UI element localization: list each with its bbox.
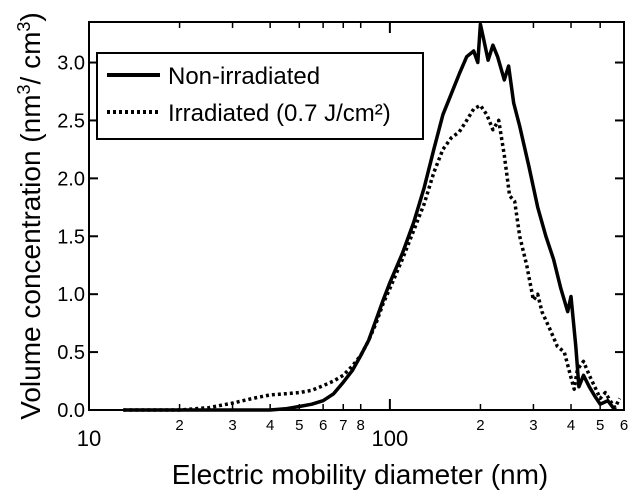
x-minor-tick-label: 4 — [567, 417, 575, 434]
y-tick-label: 2.0 — [57, 168, 85, 190]
x-minor-tick-label: 2 — [175, 417, 183, 434]
x-axis-label: Electric mobility diameter (nm) — [172, 459, 549, 490]
x-minor-tick-label: 8 — [357, 417, 365, 434]
series-line-non-irradiated — [123, 22, 617, 412]
y-tick-label: 0.5 — [57, 342, 85, 364]
y-tick-label: 3.0 — [57, 53, 85, 75]
y-tick-label: 0.0 — [57, 400, 85, 422]
series-group — [123, 22, 622, 412]
x-minor-tick-label: 2 — [476, 417, 484, 434]
x-minor-tick-label: 6 — [319, 417, 327, 434]
legend-box — [96, 52, 424, 140]
x-minor-tick-label: 3 — [228, 417, 236, 434]
x-minor-tick-label: 6 — [620, 417, 628, 434]
y-tick-label: 1.5 — [57, 226, 85, 248]
y-tick-label: 1.0 — [57, 284, 85, 306]
x-major-tick-label: 10 — [77, 426, 101, 451]
x-minor-tick-label: 4 — [266, 417, 274, 434]
plot-area-frame — [88, 21, 625, 411]
legend-label-non-irradiated: Non-irradiated — [168, 63, 320, 90]
tick-marks-group — [88, 22, 625, 411]
y-tick-label: 2.5 — [57, 110, 85, 132]
x-minor-tick-label: 5 — [295, 417, 303, 434]
x-minor-tick-label: 3 — [529, 417, 537, 434]
legend: Non-irradiated Irradiated (0.7 J/cm²) — [96, 52, 424, 140]
x-minor-tick-label: 5 — [596, 417, 604, 434]
y-tick-labels: 0.0 0.5 1.0 1.5 2.0 2.5 3.0 — [57, 53, 85, 422]
y-axis-label: Volume concentration (nm3/ cm3) — [14, 12, 46, 420]
x-major-tick-label: 100 — [372, 426, 409, 451]
series-line-irradiated — [123, 103, 622, 412]
x-minor-tick-label: 7 — [339, 417, 347, 434]
legend-label-irradiated: Irradiated (0.7 J/cm²) — [168, 100, 391, 127]
